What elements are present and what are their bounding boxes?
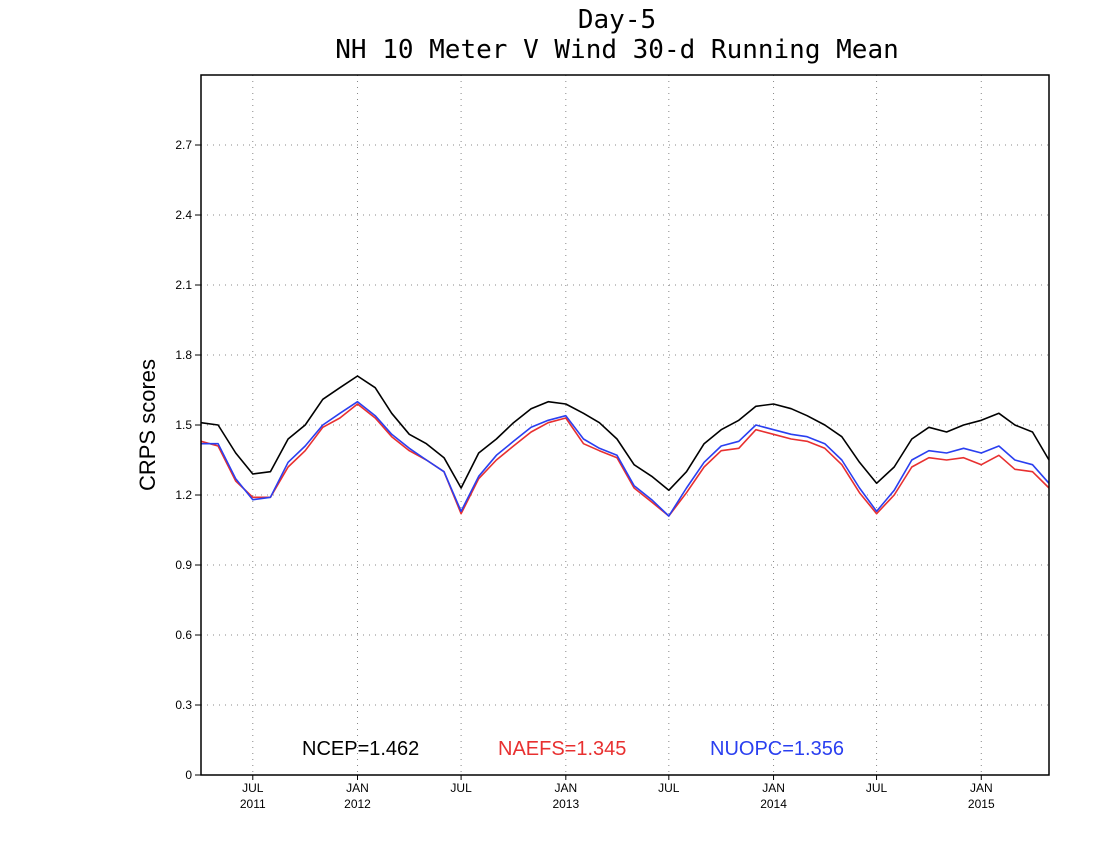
- x-tick-month: JAN: [346, 781, 369, 795]
- chart-title: Day-5: [578, 5, 656, 35]
- y-tick-label: 1.2: [175, 488, 192, 502]
- legend: NCEP=1.462 NAEFS=1.345 NUOPC=1.356: [302, 738, 844, 760]
- y-tick-label: 1.5: [175, 418, 192, 432]
- series-line-ncep: [200, 375, 1050, 492]
- y-axis-ticks: 0 0.3 0.6 0.9 1.2 1.5 1.8 2.1 2.4 2.7: [175, 138, 201, 782]
- x-tick-month: JUL: [866, 781, 888, 795]
- series-line-nuopc: [201, 400, 1050, 517]
- y-tick-label: 2.7: [175, 138, 192, 152]
- x-tick-month: JAN: [762, 781, 785, 795]
- x-tick-month: JUL: [658, 781, 680, 795]
- y-tick-label: 0.6: [175, 628, 192, 642]
- x-tick-month: JUL: [242, 781, 264, 795]
- y-tick-label: 0: [185, 768, 192, 782]
- y-tick-label: 1.8: [175, 348, 192, 362]
- x-tick-year: 2011: [240, 797, 266, 811]
- legend-ncep: NCEP=1.462: [302, 738, 419, 760]
- x-tick-year: 2015: [968, 797, 995, 811]
- x-tick-year: 2012: [344, 797, 371, 811]
- y-axis-label: CRPS scores: [135, 359, 160, 491]
- chart-subtitle: NH 10 Meter V Wind 30-d Running Mean: [335, 35, 899, 65]
- data-series: [200, 375, 1050, 517]
- x-tick-month: JAN: [970, 781, 993, 795]
- x-axis-ticks: JUL 2011 JAN 2012 JUL JAN 2013 JUL JAN 2014 JUL JAN…: [240, 775, 995, 811]
- legend-nuopc: NUOPC=1.356: [710, 738, 844, 760]
- x-tick-month: JUL: [450, 781, 472, 795]
- y-tick-label: 2.4: [175, 208, 192, 222]
- y-tick-label: 2.1: [175, 278, 192, 292]
- series-line-naefs: [200, 403, 1050, 517]
- y-tick-label: 0.9: [175, 558, 192, 572]
- x-tick-year: 2013: [552, 797, 579, 811]
- x-tick-year: 2014: [760, 797, 787, 811]
- legend-naefs: NAEFS=1.345: [498, 738, 626, 760]
- x-tick-month: JAN: [554, 781, 577, 795]
- y-tick-label: 0.3: [175, 698, 192, 712]
